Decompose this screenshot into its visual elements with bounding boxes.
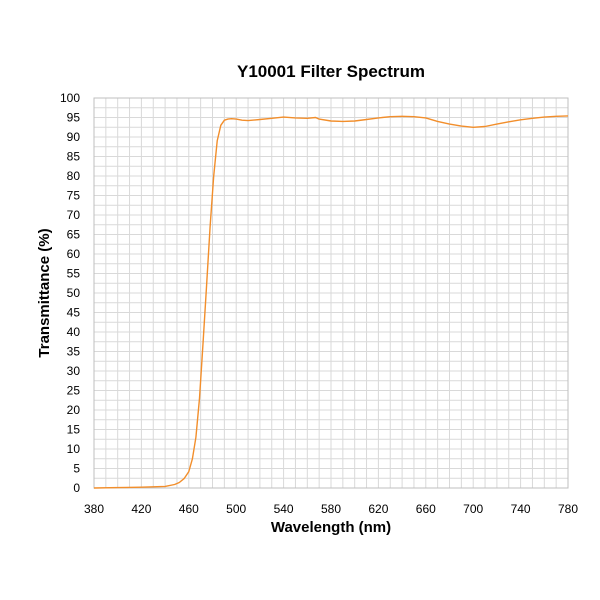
chart-title: Y10001 Filter Spectrum xyxy=(237,62,425,81)
x-tick-label: 780 xyxy=(558,502,578,516)
x-tick-label: 700 xyxy=(463,502,483,516)
x-tick-label: 500 xyxy=(226,502,246,516)
y-tick-label: 85 xyxy=(67,150,81,164)
plot-area xyxy=(93,97,569,489)
x-tick-label: 380 xyxy=(84,502,104,516)
y-tick-label: 0 xyxy=(73,481,80,495)
y-tick-label: 75 xyxy=(67,189,81,203)
transmittance-series-line xyxy=(93,115,569,489)
y-tick-label: 40 xyxy=(67,325,81,339)
y-tick-label: 65 xyxy=(67,228,81,242)
series-layer xyxy=(93,115,569,489)
y-tick-labels: 0 5 10 15 20 25 30 35 40 45 50 55 60 65 70 75 80 85 90 95 10… xyxy=(60,91,80,495)
y-tick-label: 100 xyxy=(60,91,80,105)
y-tick-label: 55 xyxy=(67,267,81,281)
y-axis-title: Transmittance (%) xyxy=(36,228,53,357)
grid-layer xyxy=(94,98,568,488)
y-tick-label: 25 xyxy=(67,384,81,398)
x-tick-label: 580 xyxy=(321,502,341,516)
x-tick-label: 620 xyxy=(368,502,388,516)
x-axis-title: Wavelength (nm) xyxy=(271,519,391,536)
y-tick-label: 35 xyxy=(67,345,81,359)
y-tick-label: 20 xyxy=(67,403,81,417)
y-tick-label: 15 xyxy=(67,423,81,437)
y-tick-label: 60 xyxy=(67,247,81,261)
y-tick-label: 50 xyxy=(67,286,81,300)
y-tick-label: 70 xyxy=(67,208,81,222)
x-tick-label: 460 xyxy=(179,502,199,516)
y-tick-label: 95 xyxy=(67,111,81,125)
y-tick-label: 30 xyxy=(67,364,81,378)
y-tick-label: 90 xyxy=(67,130,81,144)
x-tick-labels: 380 420 460 500 540 580 620 660 700 740 780 xyxy=(84,502,578,516)
y-tick-label: 45 xyxy=(67,306,81,320)
y-tick-label: 80 xyxy=(67,169,81,183)
x-tick-label: 660 xyxy=(416,502,436,516)
x-tick-label: 540 xyxy=(274,502,294,516)
x-tick-label: 740 xyxy=(511,502,531,516)
x-tick-label: 420 xyxy=(131,502,151,516)
y-tick-label: 5 xyxy=(73,462,80,476)
y-tick-label: 10 xyxy=(67,442,81,456)
